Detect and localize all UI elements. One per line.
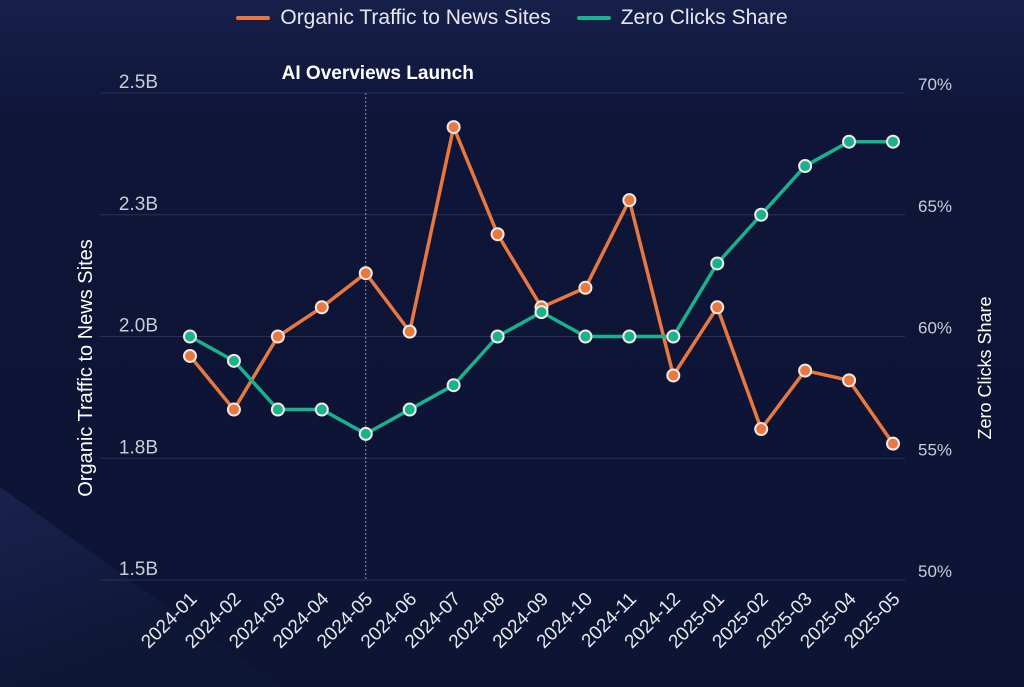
- y-tick-label: 2.0B: [119, 316, 158, 337]
- data-point-organic: [490, 227, 505, 242]
- legend-swatch-zero-clicks: [576, 16, 611, 20]
- legend-label-zero-clicks: Zero Clicks Share: [620, 6, 788, 29]
- y2-tick-label: 60%: [918, 319, 952, 338]
- data-point-zero-clicks: [226, 353, 241, 368]
- y-axis-label: Organic Traffic to News Sites: [75, 239, 97, 497]
- data-point-zero-clicks: [270, 402, 285, 417]
- data-point-zero-clicks: [666, 329, 681, 344]
- data-point-zero-clicks: [578, 329, 593, 344]
- legend-item-zero-clicks[interactable]: Zero Clicks Share: [576, 6, 788, 30]
- data-point-zero-clicks: [534, 305, 549, 320]
- y2-tick-label: 65%: [918, 197, 952, 216]
- legend-swatch-organic: [236, 16, 271, 20]
- y2-tick-label: 70%: [918, 75, 952, 94]
- launch-annotation: AI Overviews Launch: [282, 63, 474, 84]
- y-tick-label: 1.8B: [119, 437, 158, 458]
- data-point-organic: [622, 193, 637, 208]
- data-point-organic: [314, 300, 329, 315]
- data-point-zero-clicks: [842, 134, 857, 149]
- y-tick-label: 1.5B: [119, 559, 158, 580]
- data-point-organic: [710, 300, 725, 315]
- data-point-organic: [402, 324, 417, 339]
- data-point-organic: [578, 280, 593, 295]
- y-tick-label: 2.3B: [119, 194, 158, 215]
- data-point-organic: [358, 266, 373, 281]
- data-point-zero-clicks: [183, 329, 197, 344]
- legend-label-organic: Organic Traffic to News Sites: [280, 6, 551, 29]
- data-point-zero-clicks: [886, 134, 900, 149]
- data-point-zero-clicks: [622, 329, 637, 344]
- data-point-organic: [226, 402, 241, 417]
- data-point-zero-clicks: [754, 207, 769, 222]
- data-point-zero-clicks: [490, 329, 505, 344]
- data-point-zero-clicks: [710, 256, 725, 271]
- data-point-organic: [842, 373, 857, 388]
- data-point-organic: [270, 329, 285, 344]
- y2-axis-label: Zero Clicks Share: [975, 296, 995, 439]
- data-point-zero-clicks: [798, 159, 813, 174]
- series-line-organic: [188, 125, 895, 445]
- data-point-organic: [666, 368, 681, 383]
- legend: Organic Traffic to News Sites Zero Click…: [0, 6, 1024, 30]
- data-point-organic: [183, 348, 197, 363]
- data-point-organic: [754, 422, 769, 437]
- series-line-zero-clicks: [189, 139, 893, 436]
- data-point-zero-clicks: [314, 402, 329, 417]
- data-point-organic: [886, 436, 900, 451]
- data-point-zero-clicks: [402, 402, 417, 417]
- data-point-organic: [446, 120, 461, 135]
- y2-tick-label: 55%: [918, 440, 952, 459]
- y-tick-label: 2.5B: [119, 72, 158, 93]
- data-point-zero-clicks: [446, 378, 461, 393]
- legend-item-organic[interactable]: Organic Traffic to News Sites: [236, 6, 551, 30]
- data-point-zero-clicks: [358, 426, 373, 441]
- y2-tick-label: 50%: [918, 562, 952, 581]
- data-point-organic: [798, 363, 813, 378]
